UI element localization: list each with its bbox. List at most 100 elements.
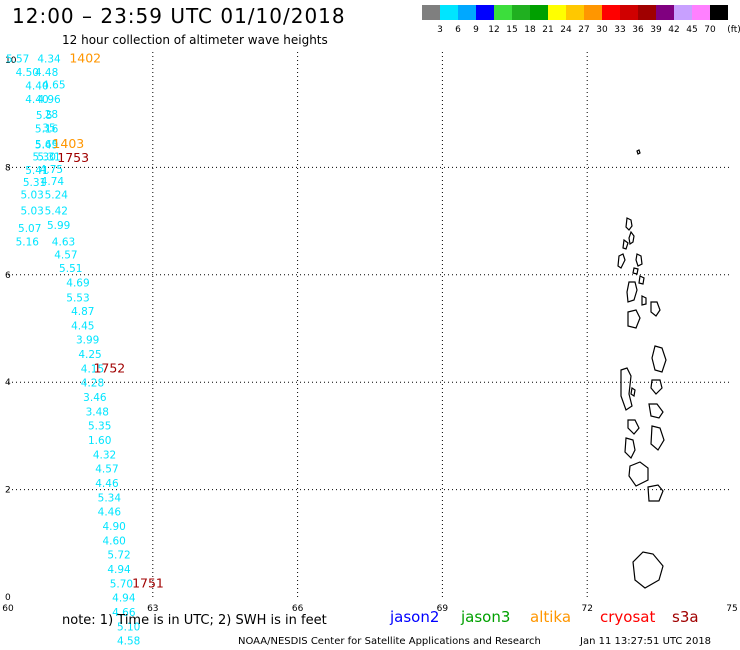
swh-value: 4.74 <box>41 176 65 188</box>
legend-tick-label: 15 <box>506 25 518 35</box>
legend-tick-label: 33 <box>614 25 626 35</box>
legend-swatch <box>674 5 692 20</box>
island-outline <box>626 281 638 303</box>
legend-swatch <box>476 5 494 20</box>
legend-unit: (ft) <box>727 25 740 35</box>
swh-value: 3.99 <box>76 335 99 347</box>
x-tick-label: 63 <box>147 604 158 614</box>
swh-value: 5.70 <box>110 578 133 590</box>
x-tick-label: 60 <box>2 604 14 614</box>
legend-tick-label: 36 <box>632 25 644 35</box>
pass-label: 1752 <box>93 361 125 376</box>
map-title: 12:00 – 23:59 UTC 01/10/2018 <box>12 4 346 28</box>
y-tick-label: 2 <box>5 486 11 496</box>
swh-value: 4.40 <box>25 81 48 93</box>
pass-label: 1753 <box>57 150 89 165</box>
swh-value: 4.60 <box>102 535 125 547</box>
y-tick-label: 8 <box>5 163 11 173</box>
swh-value: 1.60 <box>88 435 111 447</box>
swh-value: 4.40 <box>25 94 48 106</box>
swh-value: 5.03 <box>20 206 43 218</box>
y-tick-label: 6 <box>5 271 11 281</box>
legend-swatch <box>458 5 476 20</box>
island-outline <box>651 345 667 373</box>
swh-value: 5.24 <box>45 190 69 202</box>
swh-value: 4.66 <box>112 607 136 619</box>
legend-swatch <box>440 5 458 20</box>
legend-altika: altika <box>530 608 572 626</box>
legend-swatch <box>530 5 548 20</box>
swh-value: 4.46 <box>95 478 119 490</box>
swh-value: 35 <box>42 122 55 134</box>
legend-swatch <box>710 5 728 20</box>
swh-value: 28 <box>45 109 58 121</box>
legend-jason3: jason3 <box>461 608 511 626</box>
credit-line: NOAA/NESDIS Center for Satellite Applica… <box>238 636 541 647</box>
swh-value: 5.42 <box>45 206 68 218</box>
swh-value: 4.65 <box>42 79 65 91</box>
legend-swatch <box>422 5 440 20</box>
island-outline <box>627 309 641 329</box>
island-outline <box>632 551 664 589</box>
swh-value: 4.15 <box>81 364 104 376</box>
swh-value: 5.07 <box>18 223 41 235</box>
island-outline <box>632 267 639 275</box>
swh-value: 5.03 <box>20 190 43 202</box>
map-subtitle: 12 hour collection of altimeter wave hei… <box>62 33 328 47</box>
legend-tick-label: 70 <box>704 25 716 35</box>
island-outline <box>624 437 636 460</box>
swh-value: 5.5 <box>36 110 53 122</box>
x-tick-label: 72 <box>581 604 592 614</box>
island-outline <box>620 367 633 411</box>
legend-s3a: s3a <box>672 608 699 626</box>
x-tick-label: 69 <box>437 604 449 614</box>
swh-value: 4.57 <box>95 463 118 475</box>
swh-value: 4.45 <box>71 321 94 333</box>
pass-label: 1750 <box>147 647 179 650</box>
island-outline <box>617 253 626 269</box>
island-outline <box>638 275 645 285</box>
swh-value: 4.48 <box>35 67 58 79</box>
swh-value: 4.50 <box>16 67 39 79</box>
legend-swatch <box>584 5 602 20</box>
swh-value: 4.34 <box>37 54 61 66</box>
legend-tick-label: 18 <box>524 25 536 35</box>
swh-value: 4.46 <box>98 506 122 518</box>
legend-tick-label: 42 <box>668 25 680 35</box>
swh-value: 3.48 <box>86 406 109 418</box>
footnote: note: 1) Time is in UTC; 2) SWH is in fe… <box>62 613 327 628</box>
swh-value: 4.58 <box>117 635 140 647</box>
pass-label: 1403 <box>52 136 84 151</box>
swh-value: 4.32 <box>93 449 116 461</box>
swh-value: 4.96 <box>37 94 61 106</box>
legend-swatch <box>692 5 710 20</box>
legend-jason2: jason2 <box>390 608 440 626</box>
legend-swatch <box>548 5 566 20</box>
island-outline <box>625 217 633 231</box>
island-outline <box>650 301 661 317</box>
swh-value: 5.53 <box>66 293 89 305</box>
legend-tick-label: 39 <box>650 25 662 35</box>
legend-swatch <box>494 5 512 20</box>
island-outline <box>650 425 665 451</box>
island-outline <box>650 379 663 395</box>
legend-tick-label: 24 <box>560 25 572 35</box>
legend-tick-label: 21 <box>542 25 554 35</box>
swh-value: 5.72 <box>107 549 130 561</box>
swh-value: 4.87 <box>71 306 94 318</box>
swh-value: 4.94 <box>112 592 136 604</box>
legend-swatch <box>566 5 584 20</box>
island-outline <box>630 386 636 398</box>
legend-cryosat: cryosat <box>600 608 656 626</box>
swh-value: 3.46 <box>83 392 107 404</box>
x-tick-label: 75 <box>726 604 737 614</box>
swh-value: 4.90 <box>102 521 125 533</box>
legend-tick-label: 45 <box>686 25 698 35</box>
y-tick-label: 10 <box>5 56 17 66</box>
generated-timestamp: Jan 11 13:27:51 UTC 2018 <box>580 636 712 647</box>
legend-swatch <box>638 5 656 20</box>
y-tick-label: 4 <box>5 378 11 388</box>
island-outline <box>628 230 635 246</box>
x-tick-label: 66 <box>292 604 304 614</box>
